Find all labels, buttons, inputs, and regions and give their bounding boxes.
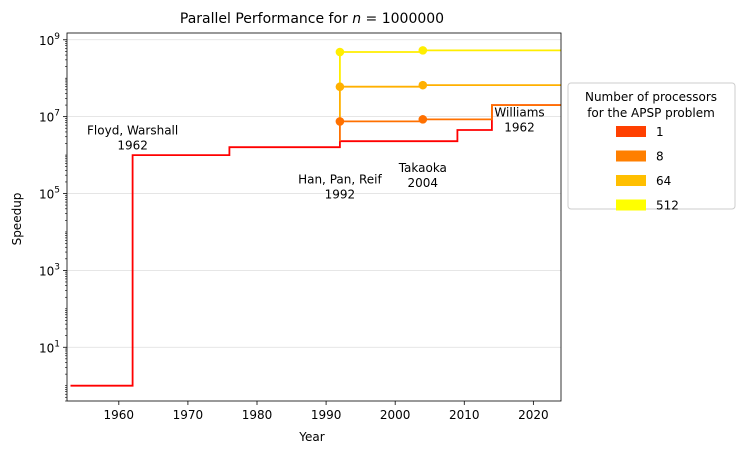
annotation-year: 2004	[408, 176, 439, 190]
y-axis-ticks: 101 103 105 107 109	[39, 32, 67, 402]
annotation-year: 1992	[325, 188, 356, 202]
x-tick-label: 2010	[449, 408, 480, 422]
legend-label: 8	[656, 150, 664, 164]
legend-label: 512	[656, 199, 679, 213]
x-tick-label: 1960	[104, 408, 135, 422]
x-tick-label: 1980	[242, 408, 273, 422]
y-tick-label: 109	[39, 32, 60, 48]
x-tick-label: 1990	[311, 408, 342, 422]
legend-label: 1	[656, 125, 664, 139]
legend-box	[567, 82, 736, 210]
x-tick-label: 2020	[518, 408, 549, 422]
annotation-label: Han, Pan, Reif	[298, 173, 382, 187]
legend: Number of processors for the APSP proble…	[567, 82, 736, 213]
y-tick-label: 107	[39, 109, 60, 125]
grid-lines	[67, 39, 561, 348]
series-marker-64	[418, 80, 428, 90]
marker-layer	[335, 46, 428, 126]
series-line-512	[338, 49, 561, 87]
legend-swatch	[616, 150, 646, 162]
annotation-label: Williams	[494, 105, 544, 119]
series-line-1	[70, 104, 561, 387]
annotation-label: Floyd, Warshall	[87, 124, 178, 138]
y-tick-label: 103	[39, 262, 60, 278]
plot-frame	[66, 32, 562, 402]
series-marker-512	[418, 46, 428, 55]
legend-entries: 1 8 64 512	[616, 125, 679, 213]
y-axis-label: Speedup	[10, 193, 24, 246]
y-tick-label: 101	[39, 339, 60, 355]
annotation-year: 1962	[504, 120, 535, 134]
y-tick-label: 105	[39, 186, 60, 202]
annotation-year: 1962	[117, 139, 148, 153]
legend-label: 64	[656, 174, 671, 188]
series-marker-8	[418, 115, 428, 124]
legend-swatch	[616, 126, 646, 137]
series-layer	[70, 49, 561, 387]
annotation-label: Takaoka	[398, 161, 447, 175]
x-tick-label: 2000	[380, 408, 411, 422]
legend-swatch	[616, 199, 646, 211]
x-axis-ticks: 1960 1970 1980 1990 2000 2010 2020	[104, 401, 549, 422]
series-marker-512	[335, 47, 345, 57]
chart-title: Parallel Performance for n = 1000000	[180, 11, 444, 27]
series-marker-64	[335, 82, 345, 92]
legend-swatch	[616, 175, 646, 186]
x-axis-label: Year	[298, 430, 324, 444]
legend-title-line2: for the APSP problem	[587, 106, 715, 120]
series-marker-8	[335, 117, 345, 126]
x-tick-label: 1970	[173, 408, 204, 422]
legend-title-line1: Number of processors	[585, 90, 717, 104]
